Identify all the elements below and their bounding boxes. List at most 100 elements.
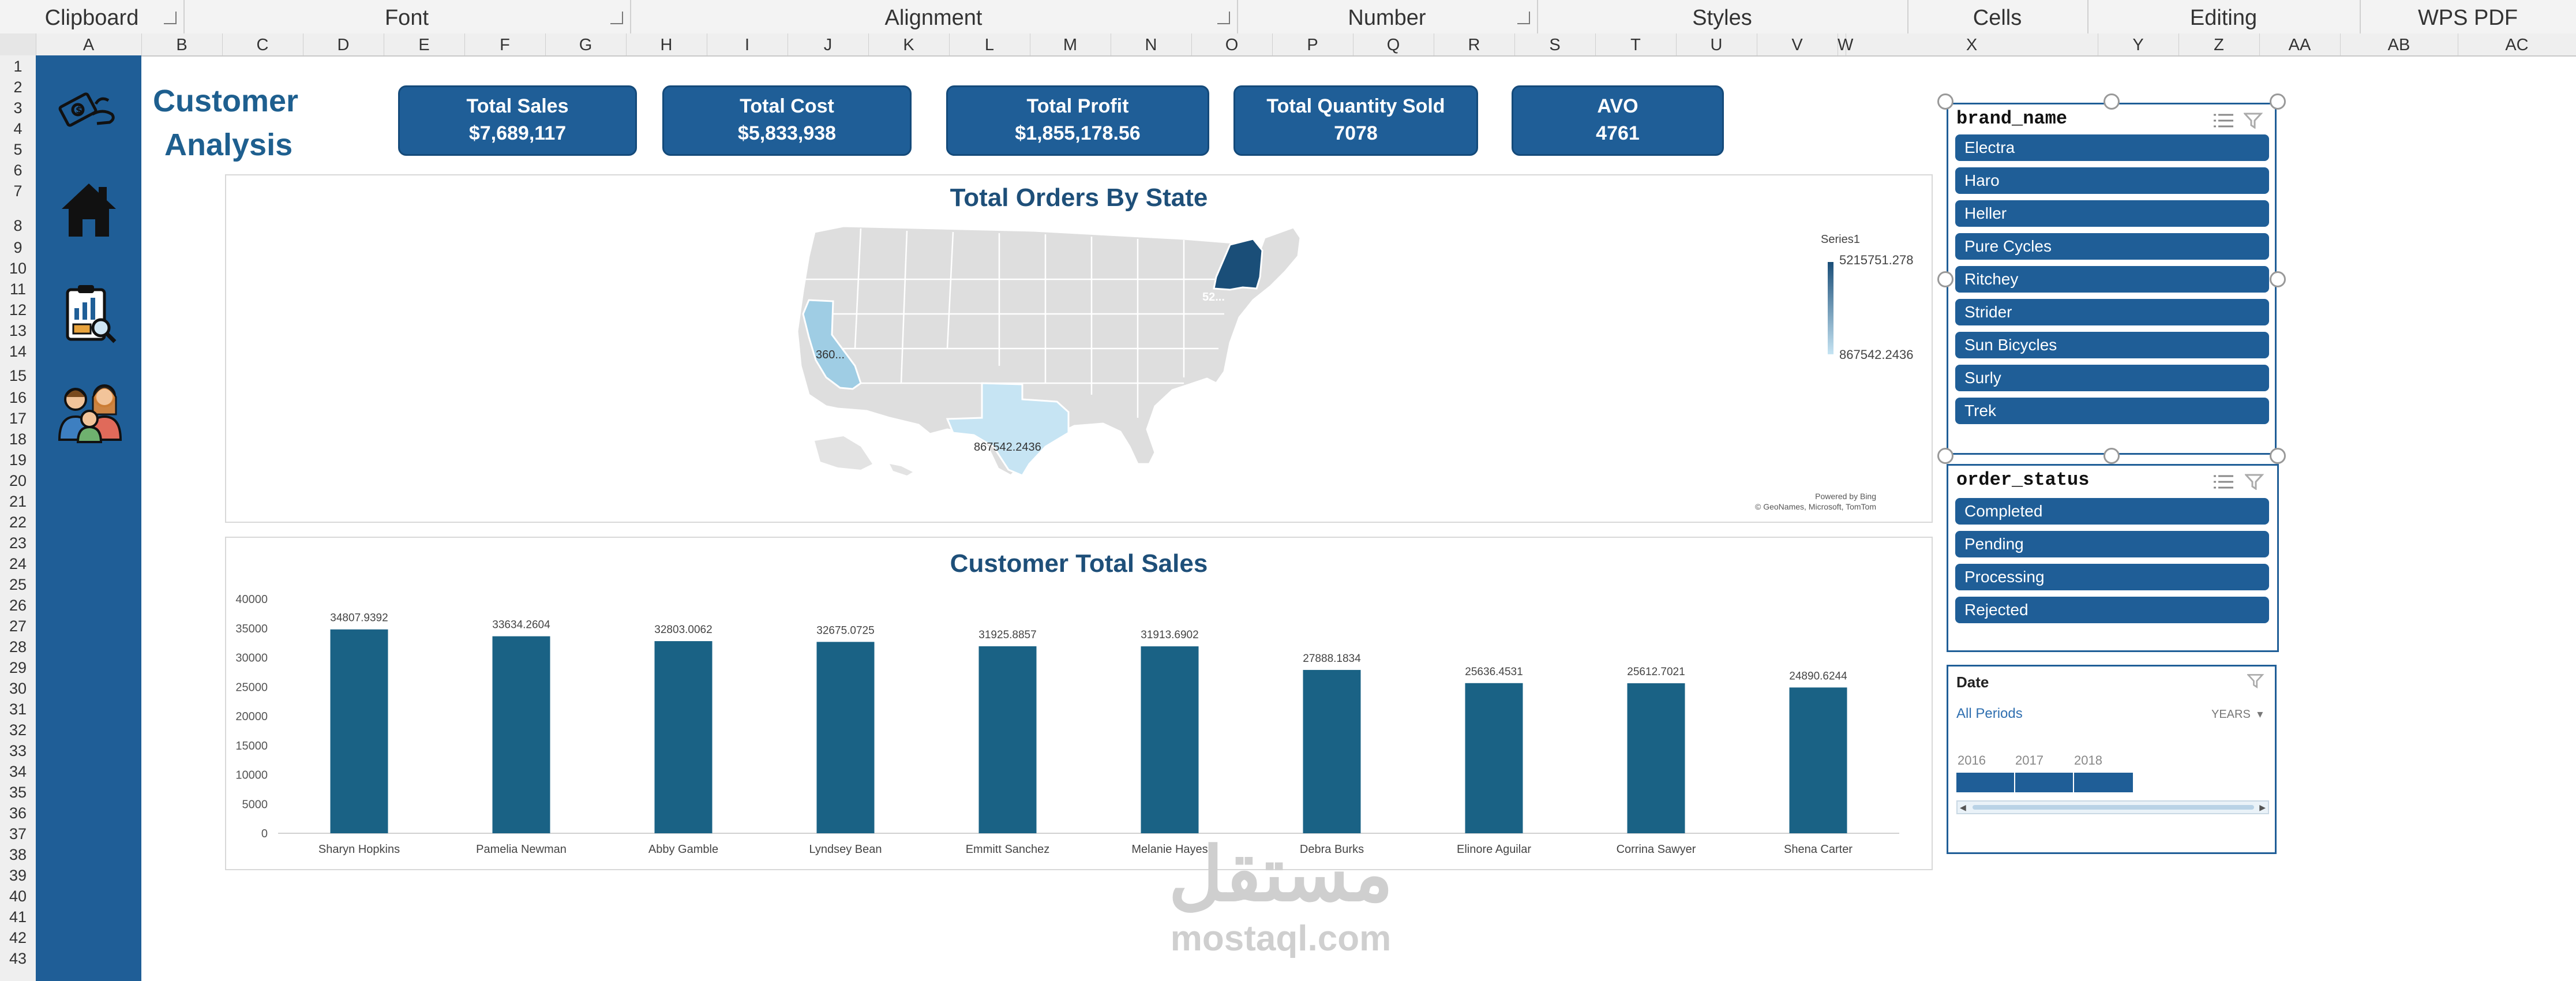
row-header[interactable]: 39: [9, 867, 27, 884]
row-header[interactable]: 19: [9, 451, 27, 469]
ribbon-group-styles[interactable]: Styles: [1537, 0, 1908, 33]
kpi-card-avo[interactable]: AVO 4761: [1512, 85, 1724, 156]
row-header[interactable]: 35: [9, 784, 27, 801]
bar[interactable]: [978, 646, 1037, 833]
column-header[interactable]: L: [949, 33, 1030, 55]
scroll-right-icon[interactable]: ▶: [2259, 803, 2266, 812]
column-header[interactable]: P: [1272, 33, 1353, 55]
row-header[interactable]: 29: [9, 659, 27, 676]
bar[interactable]: [654, 641, 713, 833]
row-header[interactable]: 40: [9, 888, 27, 905]
order-status-slicer[interactable]: order_status Completed Pending Processin…: [1947, 464, 2279, 652]
row-header[interactable]: 5: [13, 141, 23, 158]
timeline-bar-2017[interactable]: [2015, 773, 2073, 792]
column-header[interactable]: Q: [1353, 33, 1434, 55]
column-header[interactable]: V: [1757, 33, 1838, 55]
column-header[interactable]: O: [1191, 33, 1273, 55]
column-header[interactable]: G: [545, 33, 627, 55]
row-header[interactable]: 10: [9, 260, 27, 277]
row-header[interactable]: 16: [9, 389, 27, 406]
row-header[interactable]: 33: [9, 742, 27, 759]
slicer-item-heller[interactable]: Heller: [1955, 200, 2269, 227]
ribbon-group-font[interactable]: Font: [183, 0, 631, 33]
row-header[interactable]: 42: [9, 929, 27, 946]
bar[interactable]: [1627, 683, 1685, 833]
bar[interactable]: [492, 636, 550, 833]
row-header[interactable]: 30: [9, 680, 27, 697]
row-header[interactable]: 21: [9, 493, 27, 510]
column-header[interactable]: E: [384, 33, 465, 55]
column-header[interactable]: AB: [2340, 33, 2458, 55]
column-header[interactable]: H: [626, 33, 707, 55]
kpi-card-total-profit[interactable]: Total Profit $1,855,178.56: [946, 85, 1209, 156]
home-icon[interactable]: [36, 179, 141, 242]
slicer-item-pending[interactable]: Pending: [1955, 531, 2269, 557]
column-header[interactable]: W: [1838, 33, 1853, 55]
brand-slicer[interactable]: brand_name Electra Haro Heller Pure Cycl…: [1947, 103, 2277, 455]
row-header[interactable]: 14: [9, 343, 27, 360]
ribbon-group-wps-pdf[interactable]: WPS PDF: [2360, 0, 2576, 33]
dialog-launcher-icon[interactable]: [1517, 12, 1530, 24]
bar[interactable]: [330, 629, 388, 833]
row-header[interactable]: 3: [13, 99, 23, 117]
scroll-thumb[interactable]: [1973, 805, 2254, 810]
column-header[interactable]: A: [36, 33, 142, 55]
row-header[interactable]: 12: [9, 301, 27, 319]
row-header[interactable]: 15: [9, 367, 27, 384]
kpi-card-total-cost[interactable]: Total Cost $5,833,938: [662, 85, 912, 156]
slicer-item-surly[interactable]: Surly: [1955, 365, 2269, 391]
row-header[interactable]: 20: [9, 472, 27, 489]
column-header[interactable]: S: [1514, 33, 1596, 55]
row-header[interactable]: 7: [13, 182, 23, 200]
resize-handle[interactable]: [1937, 448, 1953, 464]
row-header[interactable]: 34: [9, 763, 27, 780]
bar[interactable]: [816, 642, 875, 833]
row-header[interactable]: 25: [9, 576, 27, 593]
column-header[interactable]: R: [1434, 33, 1515, 55]
row-header[interactable]: 24: [9, 555, 27, 572]
select-all-corner[interactable]: [0, 33, 36, 55]
dialog-launcher-icon[interactable]: [610, 12, 623, 24]
column-header[interactable]: K: [868, 33, 950, 55]
column-header[interactable]: B: [141, 33, 223, 55]
row-header[interactable]: 11: [9, 280, 27, 298]
row-header[interactable]: 31: [9, 701, 27, 718]
slicer-item-completed[interactable]: Completed: [1955, 498, 2269, 525]
row-header[interactable]: 18: [9, 430, 27, 448]
column-header[interactable]: Z: [2178, 33, 2260, 55]
resize-handle[interactable]: [1937, 93, 1953, 110]
row-header[interactable]: 9: [13, 239, 23, 256]
slicer-item-trek[interactable]: Trek: [1955, 398, 2269, 424]
bar[interactable]: [1303, 669, 1361, 833]
customers-icon[interactable]: [36, 376, 141, 445]
resize-handle[interactable]: [2103, 448, 2120, 464]
kpi-card-total-quantity[interactable]: Total Quantity Sold 7078: [1233, 85, 1478, 156]
dialog-launcher-icon[interactable]: [164, 12, 177, 24]
report-icon[interactable]: [36, 282, 141, 345]
row-header[interactable]: 43: [9, 950, 27, 967]
row-header[interactable]: 13: [9, 322, 27, 339]
clear-filter-icon[interactable]: [2246, 673, 2264, 691]
dialog-launcher-icon[interactable]: [1217, 12, 1230, 24]
slicer-item-processing[interactable]: Processing: [1955, 564, 2269, 590]
kpi-card-total-sales[interactable]: Total Sales $7,689,117: [398, 85, 637, 156]
ribbon-group-alignment[interactable]: Alignment: [630, 0, 1238, 33]
slicer-item-electra[interactable]: Electra: [1955, 134, 2269, 161]
money-icon[interactable]: $: [36, 82, 141, 140]
clear-filter-icon[interactable]: [2244, 474, 2264, 493]
row-header[interactable]: 23: [9, 534, 27, 552]
column-header[interactable]: J: [788, 33, 869, 55]
slicer-item-ritchey[interactable]: Ritchey: [1955, 266, 2269, 293]
ribbon-group-clipboard[interactable]: Clipboard: [0, 0, 185, 33]
timeline-scrollbar[interactable]: ◀ ▶: [1956, 800, 2269, 814]
bar[interactable]: [1465, 683, 1523, 833]
column-header[interactable]: U: [1676, 33, 1757, 55]
ribbon-group-number[interactable]: Number: [1237, 0, 1538, 33]
row-header[interactable]: 22: [9, 514, 27, 531]
row-header[interactable]: 17: [9, 410, 27, 427]
resize-handle[interactable]: [2270, 271, 2286, 287]
row-header[interactable]: 1: [13, 58, 23, 75]
column-header[interactable]: Y: [2098, 33, 2179, 55]
resize-handle[interactable]: [2270, 93, 2286, 110]
row-header[interactable]: 37: [9, 825, 27, 843]
